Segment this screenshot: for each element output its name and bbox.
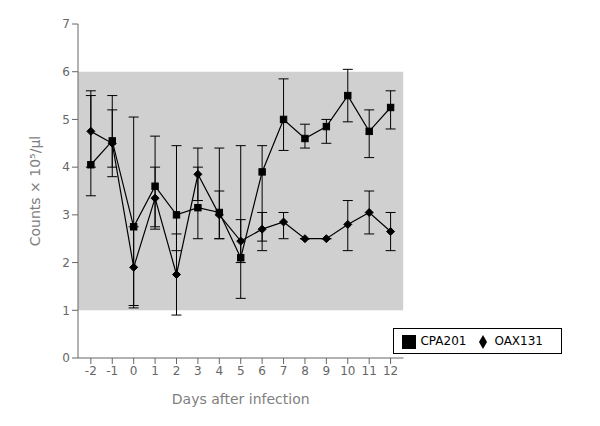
svg-text:5: 5 <box>62 113 70 127</box>
html-text:OAX131: OAX131 <box>494 334 543 348</box>
svg-text:1: 1 <box>62 304 70 318</box>
svg-text:11: 11 <box>362 364 377 378</box>
svg-text:8: 8 <box>301 364 309 378</box>
svg-text:5: 5 <box>237 364 245 378</box>
svg-text:Counts × 10⁵/µl: Counts × 10⁵/µl <box>27 136 43 246</box>
svg-text:-2: -2 <box>85 364 97 378</box>
svg-text:12: 12 <box>383 364 398 378</box>
svg-text:6: 6 <box>62 65 70 79</box>
html-text:CPA201: CPA201 <box>420 334 467 348</box>
svg-text:Days after infection: Days after infection <box>172 391 310 407</box>
svg-text:10: 10 <box>340 364 355 378</box>
svg-text:1: 1 <box>151 364 159 378</box>
svg-text:2: 2 <box>173 364 181 378</box>
svg-text:-1: -1 <box>106 364 118 378</box>
svg-text:0: 0 <box>130 364 138 378</box>
svg-text:2: 2 <box>62 256 70 270</box>
svg-text:9: 9 <box>323 364 331 378</box>
svg-text:4: 4 <box>62 160 70 174</box>
svg-text:3: 3 <box>62 208 70 222</box>
svg-text:0: 0 <box>62 351 70 365</box>
svg-text:6: 6 <box>258 364 266 378</box>
svg-text:7: 7 <box>62 17 70 31</box>
svg-text:4: 4 <box>215 364 223 378</box>
svg-text:7: 7 <box>280 364 288 378</box>
svg-text:3: 3 <box>194 364 202 378</box>
